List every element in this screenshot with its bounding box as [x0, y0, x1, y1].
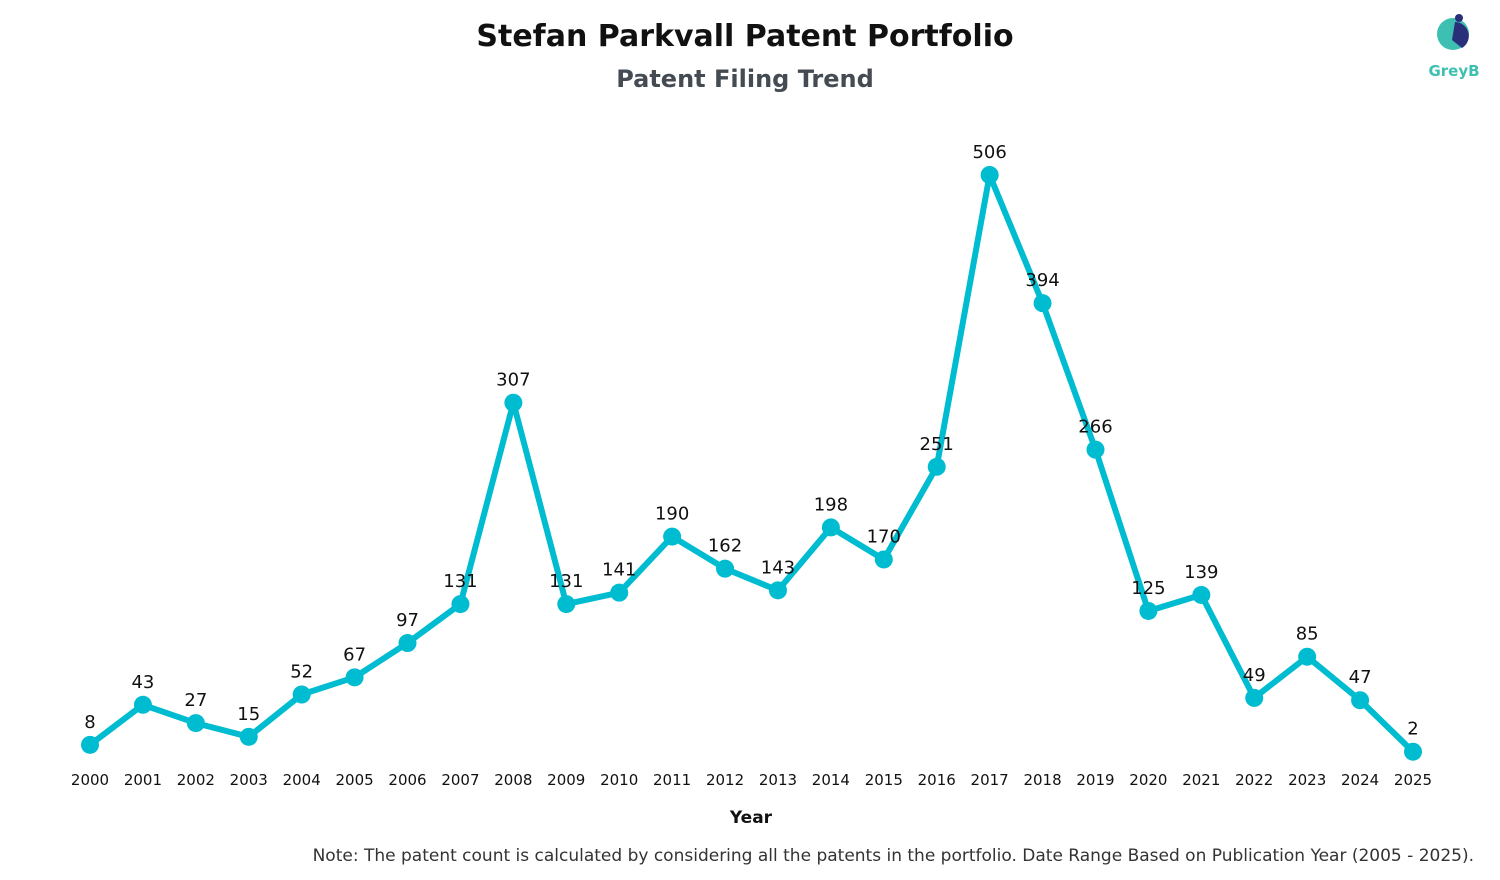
x-tick-label-2002: 2002 — [177, 771, 215, 789]
data-point-2019 — [1086, 440, 1105, 459]
x-tick-label-2024: 2024 — [1341, 771, 1379, 789]
x-tick-label-2001: 2001 — [124, 771, 162, 789]
data-label-2025: 2 — [1407, 719, 1418, 740]
x-tick-label-2022: 2022 — [1235, 771, 1273, 789]
data-label-2011: 190 — [655, 504, 689, 525]
x-axis-title: Year — [729, 808, 773, 828]
data-point-2004 — [292, 685, 311, 704]
data-point-2013 — [768, 581, 787, 600]
data-label-2023: 85 — [1296, 624, 1319, 645]
data-point-2023 — [1298, 647, 1317, 666]
data-label-2008: 307 — [496, 370, 530, 391]
x-tick-label-2009: 2009 — [547, 771, 585, 789]
greyb-logo-dot — [1455, 14, 1463, 22]
data-label-2013: 143 — [761, 557, 795, 578]
data-label-2007: 131 — [443, 571, 477, 592]
data-label-2024: 47 — [1349, 667, 1372, 688]
data-point-2018 — [1033, 294, 1052, 313]
data-label-2021: 139 — [1184, 562, 1218, 583]
data-point-2006 — [398, 634, 417, 653]
data-label-2001: 43 — [131, 672, 154, 693]
data-label-2004: 52 — [290, 661, 313, 682]
x-tick-label-2004: 2004 — [283, 771, 321, 789]
data-label-2015: 170 — [867, 526, 901, 547]
data-point-2009 — [557, 595, 576, 614]
data-label-2000: 8 — [84, 712, 95, 733]
data-point-2005 — [345, 668, 364, 687]
x-tick-label-2008: 2008 — [494, 771, 532, 789]
data-point-2024 — [1351, 691, 1370, 710]
data-label-2019: 266 — [1078, 417, 1112, 438]
data-point-2008 — [504, 393, 523, 412]
x-tick-label-2012: 2012 — [706, 771, 744, 789]
data-label-2014: 198 — [814, 494, 848, 515]
data-label-2012: 162 — [708, 536, 742, 557]
x-tick-label-2018: 2018 — [1023, 771, 1061, 789]
x-tick-label-2020: 2020 — [1129, 771, 1167, 789]
data-point-2002 — [186, 714, 205, 733]
x-tick-label-2000: 2000 — [71, 771, 109, 789]
data-point-2020 — [1139, 601, 1158, 620]
footnote: Note: The patent count is calculated by … — [313, 846, 1474, 866]
chart-subtitle: Patent Filing Trend — [616, 65, 874, 93]
x-tick-label-2015: 2015 — [865, 771, 903, 789]
data-point-2022 — [1245, 688, 1264, 707]
x-tick-label-2005: 2005 — [336, 771, 374, 789]
series-line — [87, 172, 1416, 755]
x-tick-label-2014: 2014 — [812, 771, 850, 789]
data-label-2010: 141 — [602, 560, 636, 581]
x-tick-label-2021: 2021 — [1182, 771, 1220, 789]
data-point-2017 — [980, 166, 999, 184]
data-label-2006: 97 — [396, 610, 419, 631]
series-line-group — [87, 172, 1416, 755]
data-point-2003 — [239, 727, 258, 746]
data-label-2005: 67 — [343, 644, 366, 665]
data-labels-group: 8 43 27 15 52 67 97 131 307 131 141 190 162 143 198 170… — [84, 142, 1418, 740]
x-tick-label-2003: 2003 — [230, 771, 268, 789]
data-point-2000 — [81, 735, 99, 754]
greyb-logo: GreyB — [1428, 14, 1480, 80]
data-label-2003: 15 — [237, 704, 260, 725]
data-point-2011 — [663, 527, 682, 546]
x-tick-label-2007: 2007 — [441, 771, 479, 789]
x-tick-label-2011: 2011 — [653, 771, 691, 789]
x-tick-label-2019: 2019 — [1076, 771, 1114, 789]
data-point-2016 — [927, 457, 946, 476]
data-label-2020: 125 — [1131, 578, 1165, 599]
series-points-group — [81, 166, 1422, 761]
data-point-2025 — [1404, 742, 1422, 761]
data-point-2001 — [133, 695, 152, 714]
x-tick-label-2016: 2016 — [918, 771, 956, 789]
data-label-2009: 131 — [549, 571, 583, 592]
chart-title: Stefan Parkvall Patent Portfolio — [476, 19, 1013, 54]
data-point-2012 — [716, 559, 735, 578]
x-tick-label-2010: 2010 — [600, 771, 638, 789]
x-tick-label-2017: 2017 — [971, 771, 1009, 789]
greyb-logo-accent — [1452, 22, 1469, 48]
data-label-2022: 49 — [1243, 665, 1266, 686]
data-point-2010 — [610, 583, 629, 602]
data-label-2018: 394 — [1025, 270, 1059, 291]
x-tick-label-2025: 2025 — [1394, 771, 1432, 789]
x-tick-label-2013: 2013 — [759, 771, 797, 789]
data-label-2002: 27 — [184, 690, 207, 711]
data-point-2007 — [451, 595, 470, 614]
x-tick-label-2006: 2006 — [388, 771, 426, 789]
greyb-logo-text: GreyB — [1428, 62, 1479, 80]
x-tick-label-2023: 2023 — [1288, 771, 1326, 789]
data-point-2015 — [874, 550, 893, 569]
data-point-2021 — [1192, 585, 1211, 604]
data-label-2017: 506 — [972, 142, 1006, 163]
x-axis-ticks: 2000 2001 2002 2003 2004 2005 2006 2007 2008 2009… — [71, 771, 1432, 789]
data-label-2016: 251 — [920, 434, 954, 455]
data-point-2014 — [821, 518, 840, 537]
